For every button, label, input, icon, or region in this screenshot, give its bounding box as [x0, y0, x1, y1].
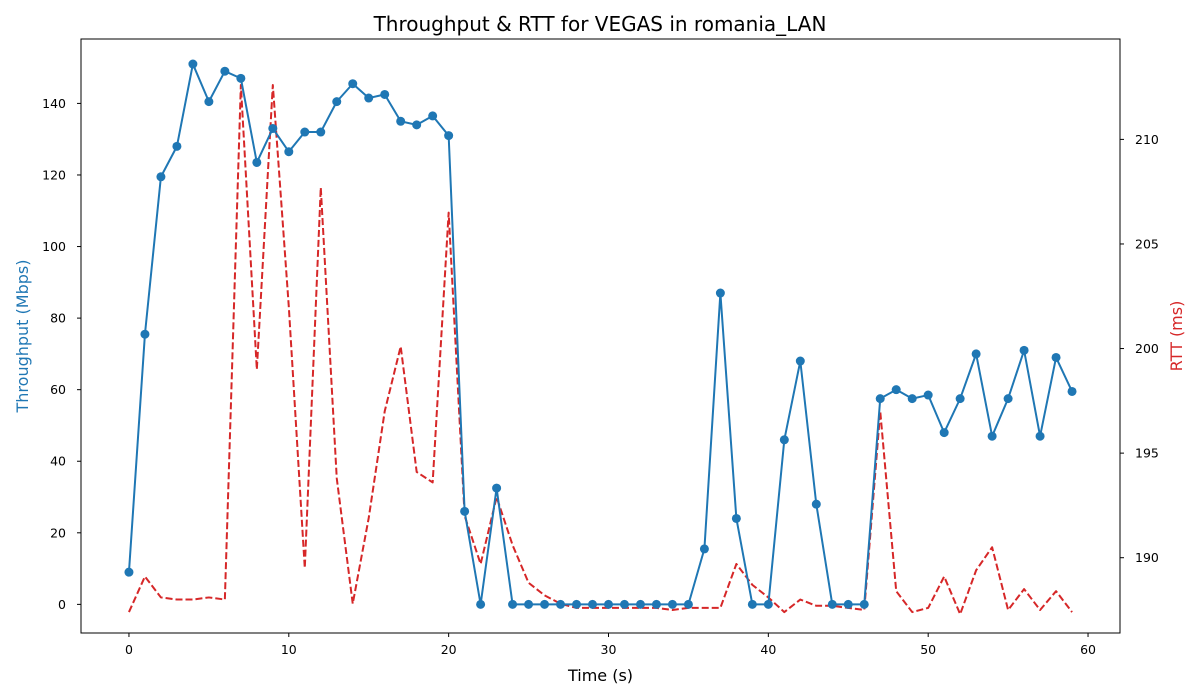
y-tick-label: 0	[58, 597, 66, 612]
throughput-point	[492, 483, 502, 493]
throughput-point	[699, 544, 709, 554]
throughput-point	[907, 394, 917, 404]
y2-tick-label: 210	[1135, 132, 1159, 147]
y2-tick-label: 190	[1135, 550, 1159, 565]
throughput-point	[1067, 386, 1077, 396]
throughput-point	[987, 431, 997, 441]
throughput-point	[715, 288, 725, 298]
throughput-point	[827, 599, 837, 609]
y-tick-label: 140	[42, 96, 66, 111]
y-tick-label: 60	[50, 382, 66, 397]
throughput-point	[731, 513, 741, 523]
throughput-point	[396, 116, 406, 126]
throughput-point	[124, 567, 134, 577]
throughput-point	[939, 428, 949, 438]
throughput-point	[300, 127, 310, 137]
throughput-point	[635, 599, 645, 609]
x-tick-label: 0	[125, 642, 133, 657]
throughput-point	[444, 131, 454, 141]
throughput-point	[795, 356, 805, 366]
throughput-point	[651, 599, 661, 609]
x-axis-label: Time (s)	[567, 666, 633, 685]
y-axis-label: Throughput (Mbps)	[13, 260, 32, 414]
throughput-point	[603, 599, 613, 609]
throughput-point	[348, 79, 358, 89]
y-tick-label: 80	[50, 311, 66, 326]
throughput-point	[188, 59, 198, 69]
throughput-point	[508, 599, 518, 609]
y2-tick-label: 195	[1135, 446, 1159, 461]
y2-tick-label: 200	[1135, 341, 1159, 356]
throughput-point	[156, 172, 166, 182]
throughput-point	[588, 599, 598, 609]
throughput-point	[843, 599, 853, 609]
throughput-point	[1051, 352, 1061, 362]
throughput-point	[140, 329, 150, 339]
throughput-point	[811, 499, 821, 509]
chart-title: Throughput & RTT for VEGAS in romania_LA…	[373, 12, 827, 36]
throughput-point	[204, 97, 214, 107]
throughput-point	[859, 599, 869, 609]
throughput-point	[364, 93, 374, 103]
throughput-point	[476, 599, 486, 609]
throughput-point	[220, 66, 230, 76]
throughput-point	[747, 599, 757, 609]
x-axis: 0 10 20 30 40 50 60	[125, 633, 1096, 657]
throughput-series	[124, 59, 1077, 609]
throughput-point	[619, 599, 629, 609]
throughput-point	[1035, 431, 1045, 441]
x-tick-label: 20	[441, 642, 457, 657]
y-tick-label: 40	[50, 454, 66, 469]
y-tick-label: 100	[42, 239, 66, 254]
throughput-point	[252, 157, 262, 167]
throughput-point	[172, 141, 182, 151]
throughput-point	[540, 599, 550, 609]
rtt-series	[128, 84, 1073, 616]
throughput-point	[1003, 394, 1013, 404]
x-tick-label: 50	[920, 642, 936, 657]
throughput-point	[923, 390, 933, 400]
x-tick-label: 30	[601, 642, 617, 657]
x-tick-label: 60	[1080, 642, 1096, 657]
throughput-point	[1019, 345, 1029, 355]
throughput-point	[875, 394, 885, 404]
y2-axis-label: RTT (ms)	[1167, 301, 1186, 372]
throughput-point	[763, 599, 773, 609]
throughput-point	[284, 147, 294, 157]
plot-frame	[80, 38, 1121, 634]
throughput-point	[971, 349, 981, 359]
throughput-point	[572, 599, 582, 609]
throughput-point	[667, 599, 677, 609]
y-axis-left: 0 20 40 60 80 100 120 140	[42, 96, 81, 612]
throughput-point	[524, 599, 534, 609]
y-tick-label: 20	[50, 525, 66, 540]
throughput-point	[891, 385, 901, 395]
throughput-point	[556, 599, 566, 609]
throughput-point	[779, 435, 789, 445]
throughput-point	[380, 89, 390, 99]
rtt-line	[128, 84, 1073, 616]
x-tick-label: 40	[760, 642, 776, 657]
throughput-point	[683, 599, 693, 609]
y-axis-right: 190 195 200 205 210	[1120, 132, 1159, 565]
plot-area	[80, 38, 1121, 634]
y-tick-label: 120	[42, 167, 66, 182]
throughput-point	[268, 123, 278, 133]
throughput-point	[236, 73, 246, 83]
x-tick-label: 10	[281, 642, 297, 657]
throughput-point	[428, 111, 438, 121]
y2-tick-label: 205	[1135, 236, 1159, 251]
throughput-point	[316, 127, 326, 137]
throughput-point	[955, 394, 965, 404]
throughput-point	[412, 120, 422, 130]
throughput-point	[460, 506, 470, 516]
throughput-point	[332, 97, 342, 107]
